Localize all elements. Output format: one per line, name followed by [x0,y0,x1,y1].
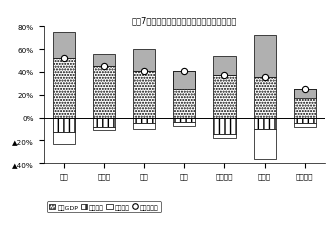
Bar [213,57,236,76]
Bar [254,129,276,159]
Bar [294,90,316,99]
Bar [173,72,195,118]
Bar [254,36,276,77]
Bar [294,124,316,127]
Legend: 実質GDP, 就業者数, 労働時間, 労働生産性: 実質GDP, 就業者数, 労働時間, 労働生産性 [47,202,161,212]
Bar [133,72,155,118]
Bar [254,77,276,118]
Bar [173,118,195,123]
Bar [213,118,236,134]
Bar [53,33,75,59]
Bar [53,59,75,118]
Bar [93,67,115,118]
Bar [93,54,115,67]
Bar [133,50,155,72]
Bar [93,118,115,127]
Bar [53,118,75,133]
Bar [294,118,316,124]
Bar [213,134,236,138]
Bar [133,118,155,124]
Bar [254,118,276,129]
Bar [213,76,236,118]
Bar [133,124,155,129]
Title: 図袄7　労働生産性（時間当たり）の要因分解: 図袄7 労働生産性（時間当たり）の要因分解 [132,16,237,25]
Bar [173,123,195,126]
Bar [53,133,75,144]
Bar [294,90,316,118]
Bar [173,72,195,90]
Bar [93,127,115,131]
